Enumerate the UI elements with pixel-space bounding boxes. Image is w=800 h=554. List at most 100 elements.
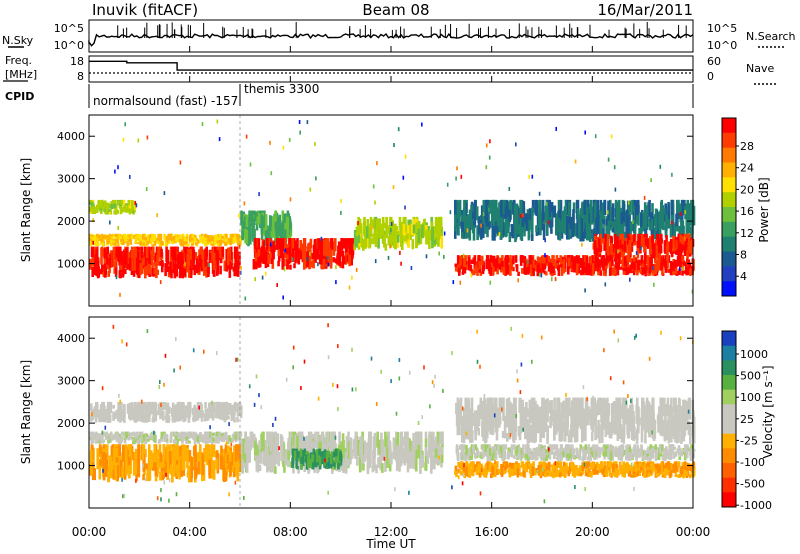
scatter-cell-3 — [344, 451, 348, 474]
scatter-cell-2 — [130, 402, 134, 414]
scatter-speck — [340, 199, 342, 203]
scatter-cell-1 — [209, 238, 212, 242]
scatter-cell-1 — [231, 438, 234, 443]
colorbar-tick-label: 28 — [740, 140, 754, 153]
scatter-cell-3 — [371, 465, 375, 473]
scatter-cell-8 — [595, 248, 599, 256]
scatter-cell-8 — [644, 238, 648, 246]
scatter-cell-6 — [500, 261, 503, 267]
scatter-cell-1 — [186, 431, 190, 437]
scatter-cell-4 — [346, 254, 350, 262]
scatter-cell-0 — [138, 270, 141, 279]
scatter-cell-0 — [128, 258, 132, 271]
scatter-cell-4 — [338, 252, 341, 267]
scatter-cell-1 — [100, 433, 103, 438]
scatter-cell-6 — [672, 271, 675, 275]
scatter-cell-6 — [619, 266, 622, 270]
scatter-cell-6 — [625, 255, 628, 265]
scatter-cell-2 — [100, 210, 103, 214]
scatter-cell-5 — [511, 468, 514, 476]
scatter-cell-3 — [415, 449, 418, 458]
scatter-cell-0 — [133, 246, 137, 259]
scatter-cell-1 — [186, 244, 190, 247]
scatter-cell-2 — [228, 403, 232, 411]
scatter-cell-5 — [387, 235, 391, 246]
scatter-cell-8 — [611, 250, 615, 256]
scatter-cell-0 — [190, 259, 193, 275]
scatter-cell-7 — [658, 228, 662, 237]
scatter-speck — [404, 154, 407, 159]
scatter-cell-7 — [690, 204, 694, 214]
scatter-cell-7 — [553, 205, 557, 218]
scatter-cell-6 — [643, 255, 647, 265]
scatter-cell-2 — [97, 201, 100, 205]
scatter-cell-7 — [454, 214, 457, 232]
power-colorbar-label: Power [dB] — [757, 177, 771, 242]
scatter-cell-0 — [141, 444, 145, 460]
scatter-cell-7 — [603, 199, 606, 215]
scatter-cell-6 — [617, 255, 621, 265]
scatter-cell-0 — [166, 458, 169, 480]
scatter-cell-6 — [532, 265, 535, 274]
scatter-cell-0 — [148, 453, 151, 474]
scatter-speck — [684, 210, 686, 215]
scatter-cell-8 — [674, 248, 678, 254]
scatter-cell-3 — [374, 437, 377, 445]
scatter-cell-3 — [258, 441, 261, 464]
scatter-cell-7 — [485, 210, 489, 229]
scatter-cell-8 — [659, 244, 663, 254]
scatter-cell-1 — [191, 233, 195, 239]
power-data — [89, 115, 696, 306]
scatter-cell-0 — [123, 453, 127, 473]
scatter-speck — [282, 295, 284, 300]
scatter-cell-8 — [619, 249, 623, 256]
scatter-cell-5 — [630, 466, 634, 472]
scatter-cell-7 — [670, 216, 674, 225]
scatter-speck — [390, 222, 393, 226]
scatter-cell-7 — [573, 223, 577, 237]
scatter-cell-4 — [337, 454, 341, 468]
scatter-cell-7 — [545, 206, 549, 228]
scatter-cell-4 — [295, 455, 298, 469]
scatter-cell-8 — [612, 253, 616, 259]
scatter-cell-0 — [219, 265, 222, 275]
scatter-speck — [519, 214, 522, 218]
scatter-cell-5 — [685, 462, 688, 468]
scatter-cell-1 — [199, 432, 202, 436]
scatter-cell-6 — [567, 257, 571, 267]
scatter-cell-2 — [90, 413, 93, 421]
scatter-cell-0 — [138, 250, 141, 260]
scatter-cell-0 — [181, 252, 184, 259]
scatter-cell-2 — [100, 200, 104, 209]
scatter-cell-6 — [654, 255, 657, 264]
scatter-cell-5 — [537, 465, 540, 475]
scatter-cell-0 — [176, 469, 179, 477]
scatter-cell-1 — [208, 431, 211, 439]
scatter-cell-5 — [398, 216, 402, 228]
scatter-cell-2 — [211, 414, 215, 421]
scatter-cell-0 — [151, 262, 154, 268]
scatter-cell-2 — [209, 401, 213, 412]
scatter-cell-5 — [437, 241, 440, 247]
scatter-cell-6 — [664, 261, 668, 273]
scatter-cell-8 — [630, 246, 634, 252]
scatter-cell-2 — [177, 406, 181, 414]
scatter-cell-8 — [615, 251, 618, 259]
scatter-cell-2 — [165, 410, 168, 423]
scatter-cell-0 — [130, 246, 134, 261]
scatter-cell-6 — [636, 270, 639, 276]
scatter-cell-5 — [353, 243, 356, 251]
scatter-cell-4 — [296, 238, 299, 251]
scatter-cell-3 — [294, 434, 297, 459]
scatter-cell-3 — [373, 457, 376, 471]
scatter-cell-2 — [120, 409, 124, 421]
scatter-cell-5 — [626, 466, 629, 474]
scatter-cell-3 — [266, 226, 269, 237]
scatter-speck — [539, 272, 541, 277]
scatter-cell-3 — [381, 463, 384, 473]
scatter-speck — [456, 166, 458, 171]
scatter-cell-6 — [454, 263, 458, 267]
scatter-cell-1 — [116, 239, 119, 244]
scatter-cell-1 — [211, 441, 214, 444]
colorbar-swatch — [722, 162, 736, 178]
